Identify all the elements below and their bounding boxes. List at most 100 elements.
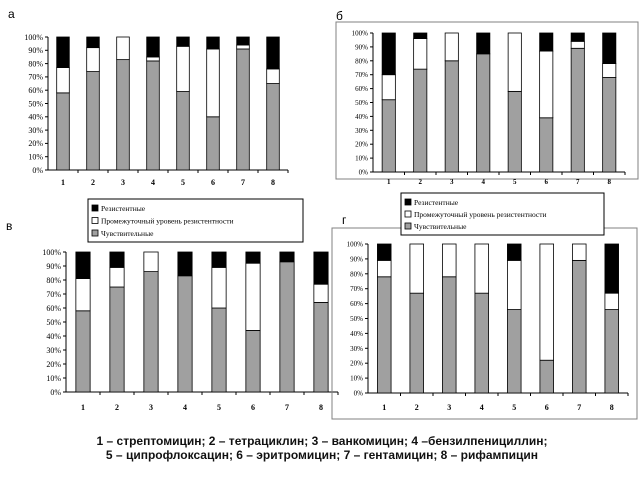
bar-segment-intermediate: [143, 251, 159, 273]
y-tick-label: 80%: [28, 59, 43, 68]
bar-segment-intermediate: [176, 45, 190, 92]
y-tick-label: 80%: [46, 276, 61, 285]
y-tick-label: 40%: [46, 332, 61, 341]
bar-segment-resistant: [313, 251, 329, 285]
x-tick-label: 7: [576, 178, 580, 186]
bar-segment-sensitive: [143, 271, 159, 393]
legend-label: Резистентные: [414, 198, 459, 207]
legend-box: [87, 198, 304, 243]
y-tick-label: 0%: [354, 389, 364, 397]
bar-segment-intermediate: [602, 63, 617, 78]
x-tick-label: 3: [121, 178, 125, 187]
legend-box: [400, 192, 605, 236]
legend-label: Промежуточный уровень резистентности: [414, 210, 547, 219]
bar-segment-resistant: [413, 32, 428, 39]
y-tick-label: 40%: [355, 113, 368, 121]
x-tick-label: 3: [149, 403, 153, 412]
y-tick-label: 40%: [350, 330, 363, 338]
bar-segment-resistant: [507, 243, 522, 261]
y-tick-label: 0%: [32, 166, 43, 175]
bar-segment-sensitive: [409, 292, 424, 394]
bar-segment-intermediate: [211, 266, 227, 309]
legend-swatch-intermediate: [404, 210, 412, 218]
y-tick-label: 80%: [355, 57, 368, 65]
bar-segment-resistant: [266, 36, 280, 70]
legend-swatch-sensitive: [404, 222, 412, 230]
y-tick-label: 50%: [350, 315, 363, 323]
y-tick-label: 100%: [352, 29, 369, 37]
bar-segment-intermediate: [507, 32, 522, 92]
bar-segment-intermediate: [409, 243, 424, 294]
bar-segment-sensitive: [206, 116, 220, 171]
bar-segment-intermediate: [377, 259, 392, 278]
y-tick-label: 0%: [50, 388, 61, 397]
legend-swatch-sensitive: [91, 229, 99, 237]
bar-segment-resistant: [377, 243, 392, 261]
y-tick-label: 60%: [350, 300, 363, 308]
bar-segment-sensitive: [604, 309, 619, 394]
bar-segment-intermediate: [146, 56, 160, 62]
x-tick-label: 6: [545, 403, 549, 412]
bar-segment-intermediate: [539, 50, 554, 119]
bar-segment-resistant: [176, 36, 190, 47]
bar-segment-sensitive: [602, 77, 617, 173]
x-tick-label: 8: [610, 403, 614, 412]
x-tick-label: 8: [608, 178, 612, 186]
bar-segment-resistant: [279, 251, 295, 263]
bar-segment-intermediate: [604, 292, 619, 310]
bar-segment-sensitive: [413, 68, 428, 173]
bar-segment-intermediate: [109, 266, 125, 288]
y-tick-label: 20%: [28, 139, 43, 148]
y-tick-label: 60%: [355, 85, 368, 93]
bar-segment-intermediate: [444, 32, 459, 62]
legend-label: Чувствительные: [101, 229, 154, 238]
bar-segment-intermediate: [56, 67, 70, 94]
bar-segment-intermediate: [572, 243, 587, 261]
bar-segment-sensitive: [86, 71, 100, 171]
x-tick-label: 4: [480, 403, 484, 412]
bar-segment-sensitive: [572, 259, 587, 394]
x-tick-label: 6: [251, 403, 255, 412]
x-tick-label: 1: [61, 178, 65, 187]
y-tick-label: 50%: [355, 99, 368, 107]
x-tick-label: 2: [419, 178, 423, 186]
bar-segment-sensitive: [245, 329, 261, 393]
y-tick-label: 10%: [28, 153, 43, 162]
x-tick-label: 6: [211, 178, 215, 187]
caption-line-1: 1 – стрептомицин; 2 – тетрациклин; 3 – в…: [96, 434, 548, 448]
legend-swatch-resistant: [404, 198, 412, 206]
bar-segment-intermediate: [266, 68, 280, 84]
bar-segment-sensitive: [279, 261, 295, 393]
bar-segment-intermediate: [507, 259, 522, 310]
panel-label: а: [8, 7, 15, 21]
bar-segment-resistant: [177, 251, 193, 277]
y-tick-label: 20%: [350, 360, 363, 368]
bar-segment-sensitive: [377, 276, 392, 394]
x-tick-label: 2: [91, 178, 95, 187]
panel-label: в: [6, 219, 12, 233]
caption-line-2: 5 – ципрофлоксацин; 6 – эритромицин; 7 –…: [105, 448, 539, 462]
bar-segment-sensitive: [177, 275, 193, 393]
y-tick-label: 50%: [46, 318, 61, 327]
bar-segment-resistant: [602, 32, 617, 64]
bar-segment-intermediate: [381, 74, 396, 101]
bar-segment-intermediate: [245, 262, 261, 331]
y-tick-label: 30%: [46, 346, 61, 355]
bar-segment-resistant: [206, 36, 220, 50]
x-tick-label: 5: [512, 403, 516, 412]
x-tick-label: 4: [482, 178, 486, 186]
bar-segment-resistant: [539, 32, 554, 52]
y-tick-label: 100%: [24, 33, 43, 42]
panel-label: б: [336, 9, 343, 23]
bar-segment-resistant: [604, 243, 619, 294]
bar-segment-intermediate: [474, 243, 489, 294]
bar-segment-resistant: [75, 251, 91, 280]
bar-segment-resistant: [381, 32, 396, 76]
y-tick-label: 70%: [46, 290, 61, 299]
x-tick-label: 1: [387, 178, 391, 186]
legend-2: Резистентные Промежуточный уровень резист…: [400, 192, 605, 236]
bar-segment-intermediate: [442, 243, 457, 278]
x-tick-label: 4: [183, 403, 187, 412]
x-tick-label: 4: [151, 178, 155, 187]
y-tick-label: 30%: [28, 126, 43, 135]
